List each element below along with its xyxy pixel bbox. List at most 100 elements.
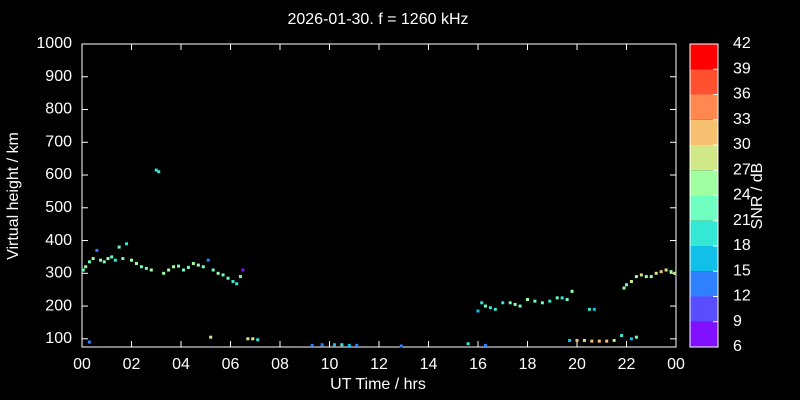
data-point <box>231 279 235 283</box>
data-point <box>241 268 245 272</box>
data-point <box>570 289 574 293</box>
data-point <box>91 257 95 261</box>
data-point <box>555 296 559 300</box>
data-point <box>201 265 205 269</box>
colorbar-tick-label: 39 <box>733 60 751 77</box>
data-point <box>565 298 569 302</box>
y-tick-label: 900 <box>45 68 72 85</box>
data-point <box>533 299 537 303</box>
colorbar-tick-label: 27 <box>733 161 751 178</box>
data-point <box>162 271 166 275</box>
data-point <box>568 338 572 342</box>
data-point <box>590 339 594 343</box>
data-point <box>518 304 522 308</box>
data-point <box>466 342 470 346</box>
colorbar-tick-label: 12 <box>733 288 751 305</box>
colorbar-band <box>690 119 718 145</box>
colorbar-tick-label: 15 <box>733 262 751 279</box>
data-point <box>87 340 91 344</box>
data-point <box>144 266 148 270</box>
data-point <box>121 257 125 261</box>
data-point <box>139 265 143 269</box>
data-point <box>130 258 133 262</box>
data-point <box>513 302 517 306</box>
data-point <box>310 343 314 347</box>
x-tick-label: 16 <box>469 356 487 373</box>
colorbar-tick-label: 18 <box>733 237 751 254</box>
colorbar-band <box>690 296 718 322</box>
data-point <box>110 255 114 259</box>
data-point <box>493 307 497 311</box>
data-point <box>246 337 250 341</box>
colorbar-tick-label: 6 <box>733 338 742 355</box>
data-point <box>622 286 626 290</box>
colorbar-label: SNR / dB <box>749 163 766 230</box>
data-point <box>634 335 638 339</box>
colorbar-band <box>690 246 718 272</box>
x-tick-label: 00 <box>667 356 685 373</box>
data-point <box>211 268 215 272</box>
colorbar-band <box>690 220 718 246</box>
data-point <box>186 265 190 269</box>
colorbar-tick-label: 21 <box>733 212 751 229</box>
data-point <box>639 273 643 277</box>
data-point <box>620 334 624 338</box>
colorbar-band <box>690 44 718 70</box>
y-tick-label: 800 <box>45 101 72 118</box>
data-point <box>320 343 324 347</box>
colorbar-tick-label: 24 <box>733 187 751 204</box>
data-point <box>659 270 663 274</box>
data-point <box>340 343 344 347</box>
colorbar-band <box>690 69 718 95</box>
data-point <box>134 261 138 265</box>
data-point <box>560 296 564 300</box>
data-point <box>540 301 544 305</box>
data-point <box>113 258 117 262</box>
data-point <box>597 339 601 343</box>
y-tick-label: 400 <box>45 232 72 249</box>
y-axis-label: Virtual height / km <box>5 132 22 260</box>
data-point <box>149 268 153 272</box>
x-tick-label: 14 <box>420 356 438 373</box>
data-point <box>592 307 596 311</box>
data-point <box>654 271 658 275</box>
data-point <box>669 270 673 274</box>
data-point <box>196 263 200 267</box>
y-tick-label: 300 <box>45 265 72 282</box>
data-point <box>209 335 213 339</box>
data-point <box>332 343 336 347</box>
data-point <box>167 268 171 272</box>
data-point <box>629 279 633 283</box>
colorbar-band <box>690 195 718 221</box>
data-point <box>157 170 161 174</box>
data-point <box>347 343 351 347</box>
data-point <box>629 337 633 341</box>
data-point <box>399 344 403 348</box>
x-tick-label: 18 <box>519 356 537 373</box>
data-point <box>99 258 103 262</box>
colorbar-tick-label: 9 <box>733 313 742 330</box>
x-tick-label: 02 <box>123 356 141 373</box>
data-point <box>84 265 88 269</box>
data-point <box>106 257 110 261</box>
data-point <box>483 304 487 308</box>
x-tick-label: 20 <box>568 356 586 373</box>
x-tick-label: 08 <box>271 356 289 373</box>
colorbar-band <box>690 271 718 297</box>
colorbar-band <box>690 145 718 171</box>
data-point <box>612 338 616 342</box>
y-tick-label: 500 <box>45 199 72 216</box>
y-tick-label: 700 <box>45 133 72 150</box>
data-point <box>81 268 85 272</box>
x-tick-label: 00 <box>73 356 91 373</box>
data-point <box>256 338 260 342</box>
data-point <box>355 343 359 347</box>
data-point <box>87 260 91 264</box>
data-point <box>644 275 648 279</box>
chart-title: 2026-01-30. f = 1260 kHz <box>287 11 468 28</box>
data-point <box>483 343 487 347</box>
x-tick-label: 04 <box>172 356 190 373</box>
x-axis-label: UT Time / hrs <box>330 376 426 393</box>
